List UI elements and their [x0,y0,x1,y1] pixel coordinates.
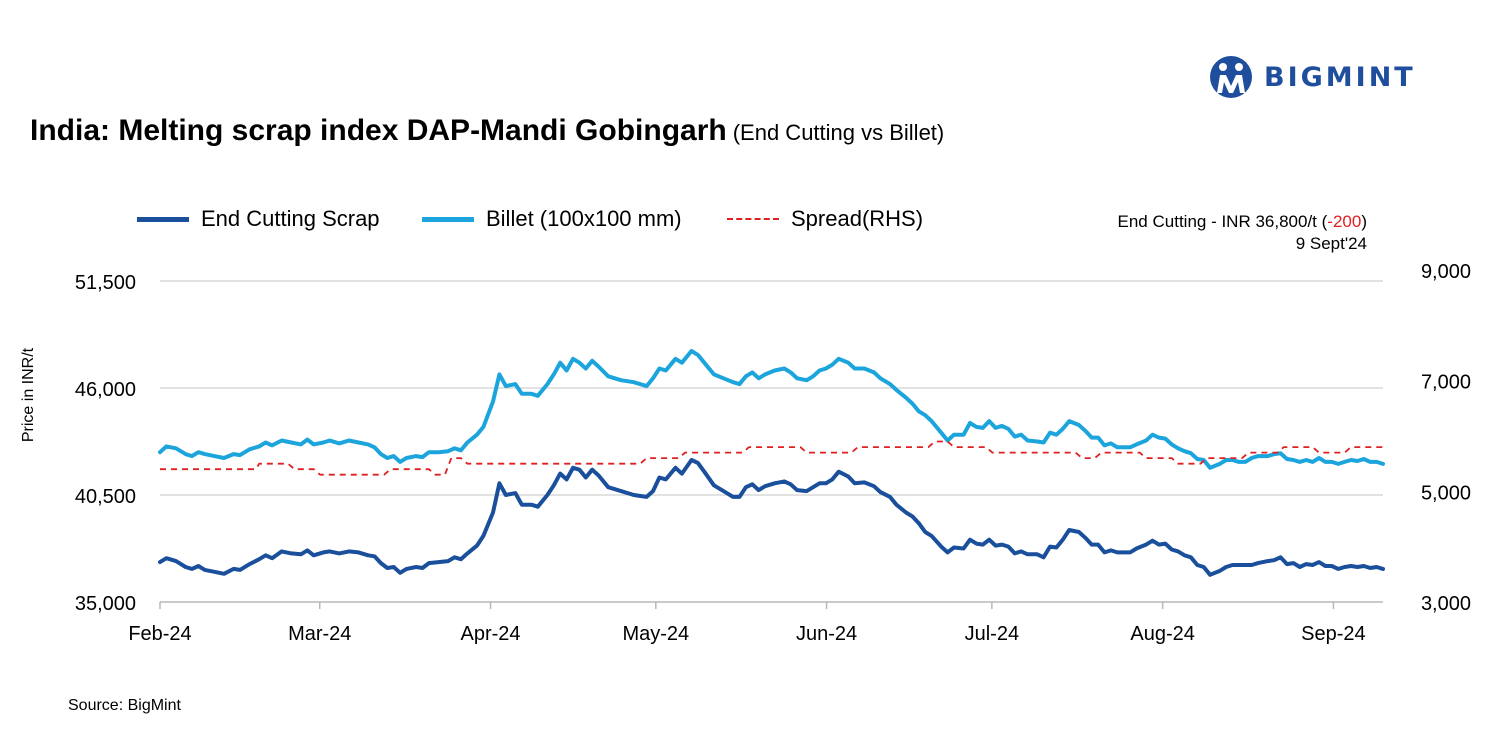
y2-tick-label: 7,000 [1421,372,1471,394]
legend-label: Billet (100x100 mm) [486,206,682,231]
price-note-date: 9 Sept'24 [1295,234,1367,253]
price-change: -200 [1327,212,1362,231]
series-lines [158,349,1385,577]
price-note-suffix: ) [1361,212,1367,231]
y2-tick-label: 9,000 [1421,261,1471,283]
bigmint-logo-icon [1210,56,1252,98]
legend-swatch-spread [727,218,779,220]
y-tick-label: 40,500 [75,486,136,508]
chart-title-block: India: Melting scrap index DAP-Mandi Gob… [30,114,944,148]
y-tick-label: 46,000 [75,379,136,401]
chart-subtitle: (End Cutting vs Billet) [732,120,945,145]
series-line-end-cutting-scrap [158,458,1385,577]
series-line-billet [158,349,1385,470]
x-tick-label: Feb-24 [128,623,191,645]
x-tick-label: Apr-24 [461,623,521,645]
x-tick-label: Jul-24 [965,623,1019,645]
x-axis-ticks: Feb-24 Mar-24 Apr-24 May-24 Jun-24 Jul-24 Aug-… [128,602,1366,645]
price-note-prefix: End Cutting - INR 36,800/t ( [1117,212,1328,231]
legend-label: End Cutting Scrap [201,206,380,231]
price-note: End Cutting - INR 36,800/t (-200) 9 Sept… [1118,211,1367,255]
brand-logo: BIGMINT [1208,52,1416,102]
x-tick-label: Mar-24 [288,623,351,645]
x-tick-label: Jun-24 [796,623,857,645]
y2-tick-label: 3,000 [1421,593,1471,615]
y2-tick-label: 5,000 [1421,482,1471,504]
grid-lines [160,280,1383,496]
price-note-line: End Cutting - INR 36,800/t (-200) [1118,211,1367,233]
x-tick-label: May-24 [622,623,689,645]
y-axis-ticks: 35,000 40,500 46,000 51,500 [75,272,136,615]
y-tick-label: 35,000 [75,593,136,615]
y-tick-label: 51,500 [75,272,136,294]
source-note: Source: BigMint [68,697,181,714]
y2-axis-ticks: 3,000 5,000 7,000 9,000 [1421,261,1471,615]
legend-item-end-cutting-scrap: End Cutting Scrap [137,205,380,233]
brand-name: BIGMINT [1264,61,1416,93]
x-tick-label: Aug-24 [1130,623,1195,645]
x-tick-label: Sep-24 [1301,623,1366,645]
legend-swatch-billet [422,216,474,222]
legend-item-spread: Spread(RHS) [727,205,923,233]
series-line-spread [160,440,1383,476]
legend-item-billet: Billet (100x100 mm) [422,205,682,233]
y-axis-label: Price in INR/t [20,347,37,442]
chart-title: India: Melting scrap index DAP-Mandi Gob… [30,114,727,147]
legend-label: Spread(RHS) [791,206,924,231]
legend-swatch-end-cutting-scrap [137,216,189,222]
